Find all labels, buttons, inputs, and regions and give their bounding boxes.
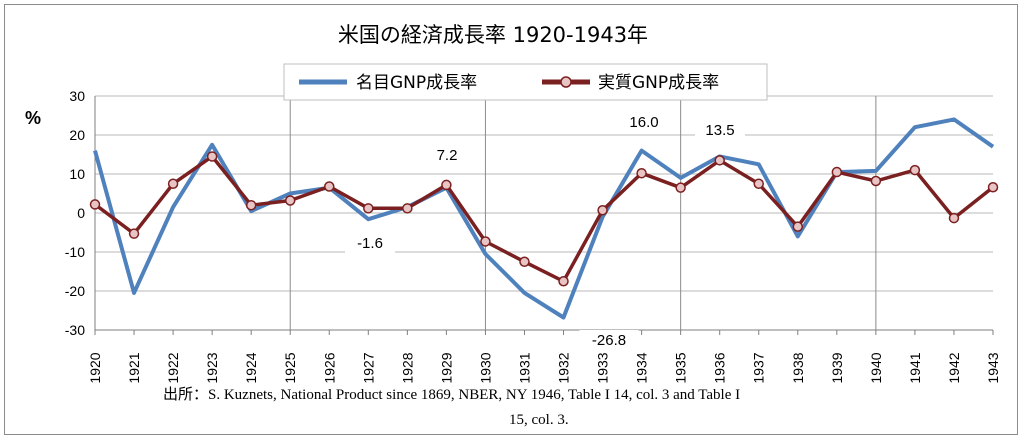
- data-point-real: [363, 203, 374, 214]
- data-point-real: [128, 228, 140, 239]
- chart-title: 米国の経済成長率 1920-1943年: [338, 23, 648, 47]
- data-point-real: [558, 276, 569, 287]
- data-point-real: [753, 178, 764, 189]
- y-tick-label: -10: [65, 244, 85, 260]
- x-tick-label: 1924: [243, 352, 259, 383]
- y-tick-label: 20: [69, 127, 85, 143]
- legend-label-real: 実質GNP成長率: [598, 73, 719, 93]
- annotation-bg: [579, 330, 639, 351]
- annotation-label: -26.8: [592, 332, 626, 349]
- data-point-real: [284, 195, 296, 206]
- data-point-real: [441, 179, 452, 191]
- data-point-real: [167, 178, 179, 189]
- data-point-real: [909, 164, 921, 176]
- annotation-bg: [619, 112, 669, 133]
- x-tick-label: 1943: [985, 352, 1001, 383]
- x-tick-label: 1937: [751, 352, 767, 383]
- x-tick-label: 1926: [321, 352, 337, 383]
- legend-label-nominal: 名目GNP成長率: [356, 73, 477, 93]
- x-tick-label: 1933: [595, 352, 611, 383]
- x-tick-label: 1934: [634, 352, 650, 383]
- data-point-real: [480, 236, 491, 247]
- x-tick-label: 1929: [438, 352, 454, 383]
- annotation-label: 7.2: [437, 147, 458, 164]
- y-tick-label: 30: [69, 88, 85, 104]
- annotations: 16.0 13.5 7.2 -1.6 -26.8: [345, 112, 745, 351]
- data-point-real: [675, 182, 686, 193]
- data-point-real: [714, 155, 725, 166]
- x-tick-label: 1932: [556, 352, 572, 383]
- x-tick-label: 1935: [673, 352, 689, 383]
- series: [89, 117, 999, 320]
- data-point-real: [597, 205, 608, 216]
- legend-box: [283, 63, 768, 101]
- x-tick-label: 1928: [399, 352, 415, 383]
- y-tick-label: -30: [65, 322, 85, 338]
- x-tick-label: 1936: [712, 352, 728, 383]
- annotation-label: -1.6: [357, 235, 383, 252]
- x-tick-label: 1942: [946, 352, 962, 383]
- x-tick-label: 1921: [126, 352, 142, 383]
- legend: 名目GNP成長率 実質GNP成長率: [283, 63, 768, 101]
- source-note-line2: 15, col. 3.: [509, 412, 569, 428]
- annotation-bg: [345, 233, 395, 254]
- series-line-real: [93, 154, 995, 284]
- data-point-real: [324, 181, 335, 192]
- x-tick-label: 1922: [165, 352, 181, 383]
- data-point-real: [987, 182, 999, 193]
- y-axis-unit-label: %: [25, 108, 41, 128]
- annotation-label: 16.0: [629, 114, 658, 131]
- data-point-real: [948, 212, 960, 224]
- x-tick-label: 1941: [907, 352, 923, 383]
- x-tick-label: 1938: [790, 352, 806, 383]
- data-point-real: [245, 199, 257, 211]
- x-tick-label: 1920: [87, 352, 103, 383]
- x-tick-label: 1930: [477, 352, 493, 383]
- data-point-real: [831, 166, 843, 178]
- annotation-bg: [426, 145, 468, 166]
- y-tick-label: -20: [65, 283, 85, 299]
- legend-marker-real: [560, 76, 572, 88]
- data-point-real: [402, 203, 413, 214]
- x-tick-label: 1931: [516, 352, 532, 383]
- x-tick-label: 1927: [360, 352, 376, 383]
- y-tick-label: 0: [77, 205, 85, 221]
- annotation-bg: [695, 120, 745, 141]
- x-tick-label: 1923: [204, 352, 220, 383]
- data-point-real: [636, 167, 647, 179]
- x-tick-label: 1939: [829, 352, 845, 383]
- data-point-real: [870, 175, 882, 187]
- x-tick-label: 1925: [282, 352, 298, 383]
- y-tick-label: 10: [69, 166, 85, 182]
- x-tick-label: 1940: [868, 352, 884, 383]
- data-point-real: [206, 151, 218, 162]
- source-note-line1: 出所：S. Kuznets, National Product since 18…: [163, 386, 740, 403]
- data-point-real: [519, 256, 530, 267]
- data-point-real: [89, 199, 101, 210]
- data-point-real: [792, 221, 804, 232]
- annotation-label: 13.5: [705, 122, 734, 139]
